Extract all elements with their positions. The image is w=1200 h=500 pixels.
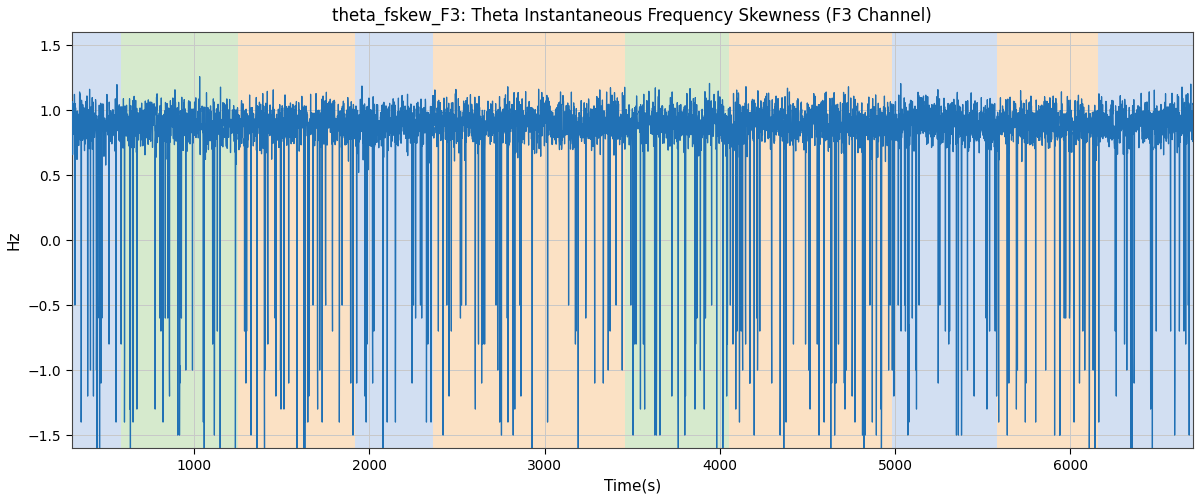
X-axis label: Time(s): Time(s)	[604, 478, 661, 493]
Bar	[72, 32, 121, 448]
Bar	[238, 32, 355, 448]
Bar	[892, 32, 997, 448]
Bar	[997, 32, 1098, 448]
Bar	[1098, 32, 1193, 448]
Bar	[432, 32, 625, 448]
Bar	[355, 32, 432, 448]
Bar	[121, 32, 238, 448]
Y-axis label: Hz: Hz	[7, 230, 22, 250]
Bar	[625, 32, 728, 448]
Bar	[728, 32, 805, 448]
Bar	[805, 32, 892, 448]
Title: theta_fskew_F3: Theta Instantaneous Frequency Skewness (F3 Channel): theta_fskew_F3: Theta Instantaneous Freq…	[332, 7, 932, 25]
